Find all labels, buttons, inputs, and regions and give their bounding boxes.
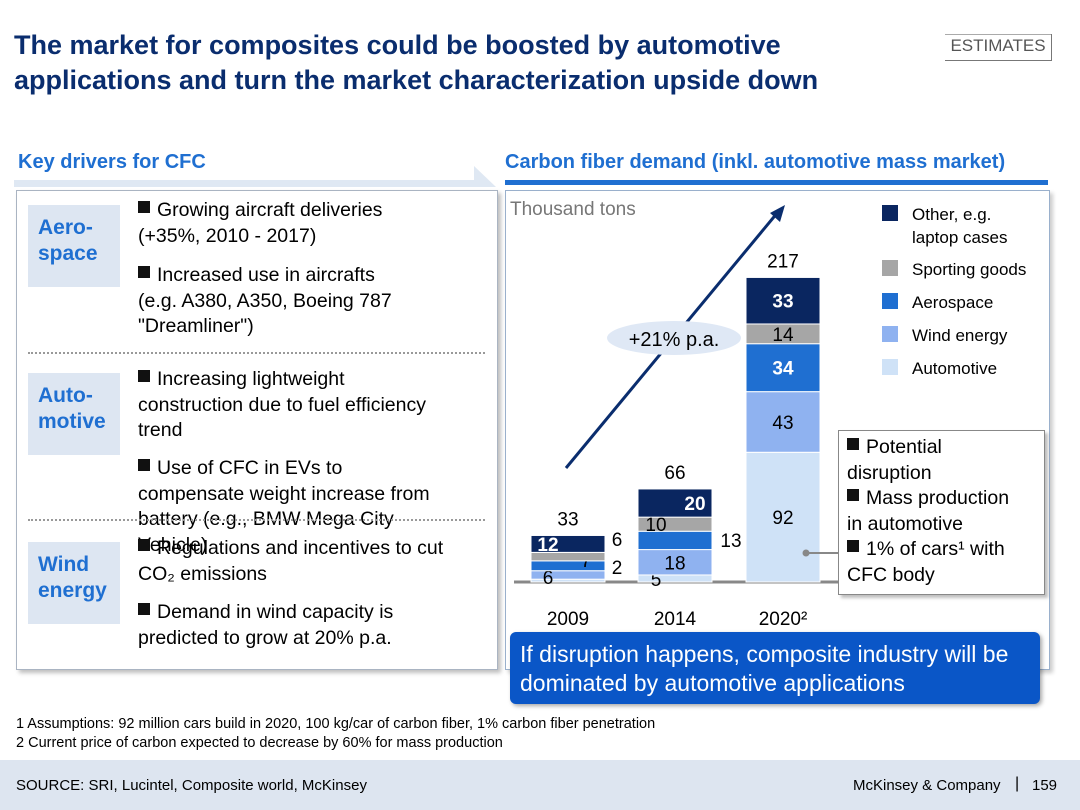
left-header-bar: [14, 180, 474, 187]
legend-label: laptop cases: [912, 228, 1007, 247]
divider: [28, 352, 485, 354]
bar-segment: [637, 549, 713, 576]
bullet-square-icon: [847, 438, 859, 450]
growth-label-bubble: [607, 321, 741, 355]
footnote-2: 2 Current price of carbon expected to de…: [16, 735, 503, 751]
bullet-text: Increasing lightweight construction due …: [138, 368, 426, 441]
disruption-callout: Potential disruption Mass production in …: [838, 430, 1045, 595]
legend-label: Wind energy: [912, 326, 1008, 345]
bullet-aerospace-2: Increased use in aircrafts (e.g. A380, A…: [138, 263, 392, 340]
right-header: Carbon fiber demand (inkl. automotive ma…: [505, 151, 1006, 173]
category-label: Aero- space: [38, 216, 98, 265]
legend-label: Automotive: [912, 359, 997, 378]
callout-item-3: 1% of cars¹ with CFC body: [847, 537, 1005, 588]
bullet-square-icon: [138, 370, 150, 382]
bar-value-label: 6: [543, 568, 554, 589]
category-label: 2014: [654, 609, 697, 630]
footer-separator: |: [1015, 775, 1020, 792]
bullet-wind-2: Demand in wind capacity is predicted to …: [138, 600, 393, 651]
bar-segment: [745, 451, 821, 583]
legend-swatch: [882, 260, 898, 276]
footnote-1: 1 Assumptions: 92 million cars build in …: [16, 716, 656, 732]
divider: [28, 519, 485, 521]
bar-value-label: 18: [664, 553, 685, 574]
legend-swatch: [882, 205, 898, 221]
bar-value-label: 14: [772, 325, 794, 346]
bullet-square-icon: [138, 603, 150, 615]
bullet-aerospace-1: Growing aircraft deliveries (+35%, 2010 …: [138, 198, 382, 249]
category-aerospace: Aero- space: [28, 205, 120, 287]
bar-value-label: 33: [772, 292, 793, 313]
callout-item-2: Mass production in automotive: [847, 486, 1009, 537]
company-name: McKinsey & Company: [853, 777, 1001, 794]
bar-segment: [530, 560, 606, 572]
bar-value-label: 6: [612, 530, 623, 551]
category-automotive: Auto- motive: [28, 373, 120, 455]
bar-segment: [745, 343, 821, 393]
growth-label: +21% p.a.: [629, 329, 720, 351]
callout-item-1: Potential disruption: [847, 435, 942, 486]
bar-total-label: 217: [767, 251, 799, 272]
bullet-square-icon: [138, 266, 150, 278]
bar-value-label: 20: [684, 494, 705, 515]
right-header-bar: [505, 180, 1048, 185]
bar-total-label: 33: [557, 509, 578, 530]
footer: [0, 760, 1080, 810]
callout-text: Mass production in automotive: [847, 487, 1010, 535]
legend-swatch: [882, 326, 898, 342]
bar-value-label: 5: [651, 570, 662, 591]
page-title: The market for composites could be boost…: [14, 30, 819, 95]
left-header-arrow: [474, 166, 496, 187]
bar-segment: [530, 534, 606, 553]
callout-connector-dot: [802, 549, 810, 557]
bar-value-label: 10: [645, 515, 666, 536]
legend-swatch: [882, 359, 898, 375]
legend-swatch: [882, 293, 898, 309]
bar-value-label: 43: [772, 413, 793, 434]
legend-label: Aerospace: [912, 293, 993, 312]
bar-segment: [637, 488, 713, 518]
category-label: 2020²: [759, 609, 808, 630]
bullet-square-icon: [138, 459, 150, 471]
bar-segment: [637, 574, 713, 583]
bar-value-label: 7: [581, 551, 592, 572]
growth-arrow-head-icon: [770, 205, 785, 222]
source-note: SOURCE: SRI, Lucintel, Composite world, …: [16, 777, 367, 794]
bullet-automotive-1: Increasing lightweight construction due …: [138, 367, 426, 444]
bar-segment: [745, 276, 821, 325]
bar-value-label: 92: [772, 508, 793, 529]
bar-value-label: 34: [772, 359, 794, 380]
bullet-square-icon: [847, 489, 859, 501]
bullet-square-icon: [138, 201, 150, 213]
page-number: 159: [1032, 777, 1058, 794]
callout-text: 1% of cars¹ with CFC body: [847, 538, 1005, 586]
category-wind-energy: Wind energy: [28, 542, 120, 624]
legend-label: Other, e.g.: [912, 205, 991, 224]
bar-value-label: 12: [537, 535, 558, 556]
bullet-text: Growing aircraft deliveries (+35%, 2010 …: [138, 199, 383, 247]
bullet-square-icon: [847, 540, 859, 552]
bullet-wind-1: Regulations and incentives to cut CO₂ em…: [138, 536, 443, 587]
estimates-tag: ESTIMATES: [945, 34, 1052, 61]
left-header: Key drivers for CFC: [18, 151, 206, 173]
category-label: Auto- motive: [38, 384, 106, 433]
callout-text: Potential disruption: [847, 436, 942, 484]
legend-label: Sporting goods: [912, 260, 1026, 279]
bar-value-label: 13: [720, 531, 741, 552]
bullet-text: Increased use in aircrafts (e.g. A380, A…: [138, 264, 392, 337]
bullet-text: Demand in wind capacity is predicted to …: [138, 601, 394, 649]
category-label: 2009: [547, 609, 589, 630]
category-label: Wind energy: [38, 553, 107, 602]
bullet-text: Regulations and incentives to cut CO₂ em…: [138, 537, 444, 585]
bar-total-label: 66: [664, 463, 685, 484]
conclusion-banner: If disruption happens, composite industr…: [510, 632, 1040, 704]
bullet-square-icon: [138, 539, 150, 551]
bar-value-label: 2: [612, 558, 623, 579]
unit-label: Thousand tons: [510, 199, 636, 220]
